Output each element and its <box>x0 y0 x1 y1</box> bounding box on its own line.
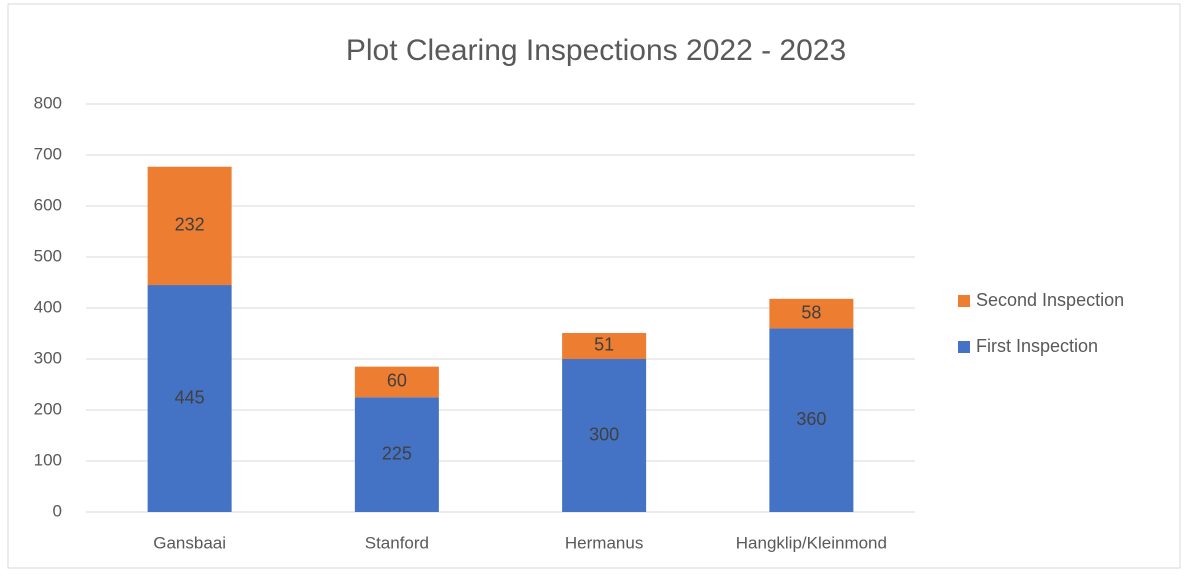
y-tick-label: 700 <box>34 144 62 163</box>
legend-label: Second Inspection <box>976 290 1124 310</box>
bar-segment <box>769 298 854 329</box>
bar-segment <box>354 366 439 398</box>
data-label: 232 <box>175 215 205 235</box>
data-label: 225 <box>382 443 412 463</box>
legend-label: First Inspection <box>976 336 1098 356</box>
data-label: 445 <box>175 387 205 407</box>
y-tick-label: 200 <box>34 399 62 418</box>
y-tick-label: 500 <box>34 246 62 265</box>
data-label: 60 <box>387 371 407 391</box>
data-label: 300 <box>589 424 619 444</box>
x-tick-label: Hangklip/Kleinmond <box>736 533 887 552</box>
chart-title: Plot Clearing Inspections 2022 - 2023 <box>346 34 846 67</box>
x-tick-label: Stanford <box>365 533 429 552</box>
x-tick-label: Hermanus <box>565 533 643 552</box>
y-tick-label: 600 <box>34 195 62 214</box>
bar-segment <box>562 332 647 359</box>
legend-swatch <box>958 295 970 307</box>
data-label: 58 <box>801 302 821 322</box>
y-tick-label: 0 <box>53 501 62 520</box>
y-tick-label: 100 <box>34 450 62 469</box>
y-tick-label: 800 <box>34 93 62 112</box>
bar-segment <box>147 166 232 286</box>
legend-swatch <box>958 341 970 353</box>
bar-segment <box>354 397 439 512</box>
bar-segment <box>562 359 647 512</box>
y-tick-label: 400 <box>34 297 62 316</box>
data-label: 51 <box>594 335 614 355</box>
bar-segment <box>147 285 232 512</box>
y-tick-label: 300 <box>34 348 62 367</box>
bar-segment <box>769 328 854 512</box>
x-tick-label: Gansbaai <box>153 533 226 552</box>
data-label: 360 <box>796 409 826 429</box>
